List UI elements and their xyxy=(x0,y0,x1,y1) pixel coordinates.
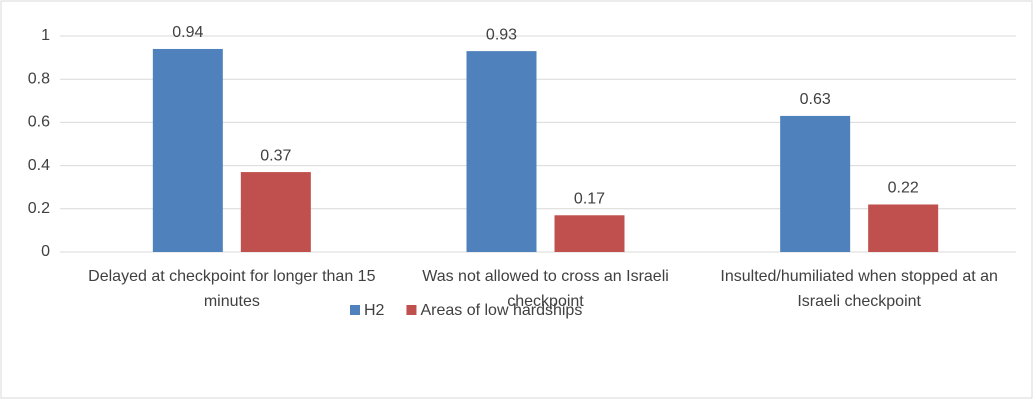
y-tick-label: 0.4 xyxy=(28,157,50,174)
bar xyxy=(868,204,939,252)
data-label: 0.93 xyxy=(486,26,517,43)
bar xyxy=(466,51,537,253)
bar xyxy=(780,115,851,252)
y-tick-label: 0.8 xyxy=(28,70,50,87)
data-label: 0.94 xyxy=(172,24,203,41)
legend-swatch xyxy=(406,305,417,315)
legend-label: H2 xyxy=(364,302,385,319)
bar xyxy=(152,48,223,253)
x-tick-label: Was not allowed to cross an Israeli chec… xyxy=(422,268,669,310)
y-tick-label: 0 xyxy=(41,243,50,260)
y-tick-label: 1 xyxy=(41,27,50,44)
data-label: 0.37 xyxy=(260,147,291,164)
data-label: 0.22 xyxy=(888,180,919,197)
y-tick-label: 0.6 xyxy=(28,114,50,131)
legend-swatch xyxy=(350,305,360,315)
x-tick-label: Delayed at checkpoint for longer than 15… xyxy=(88,268,376,310)
bar xyxy=(554,215,625,252)
data-label: 0.17 xyxy=(574,190,605,207)
data-label: 0.63 xyxy=(800,91,831,108)
x-tick-label: Insulted/humiliated when stopped at an I… xyxy=(720,268,998,310)
y-tick-label: 0.2 xyxy=(28,200,50,217)
legend-label: Areas of low hardships xyxy=(420,302,582,319)
bar xyxy=(240,172,311,252)
